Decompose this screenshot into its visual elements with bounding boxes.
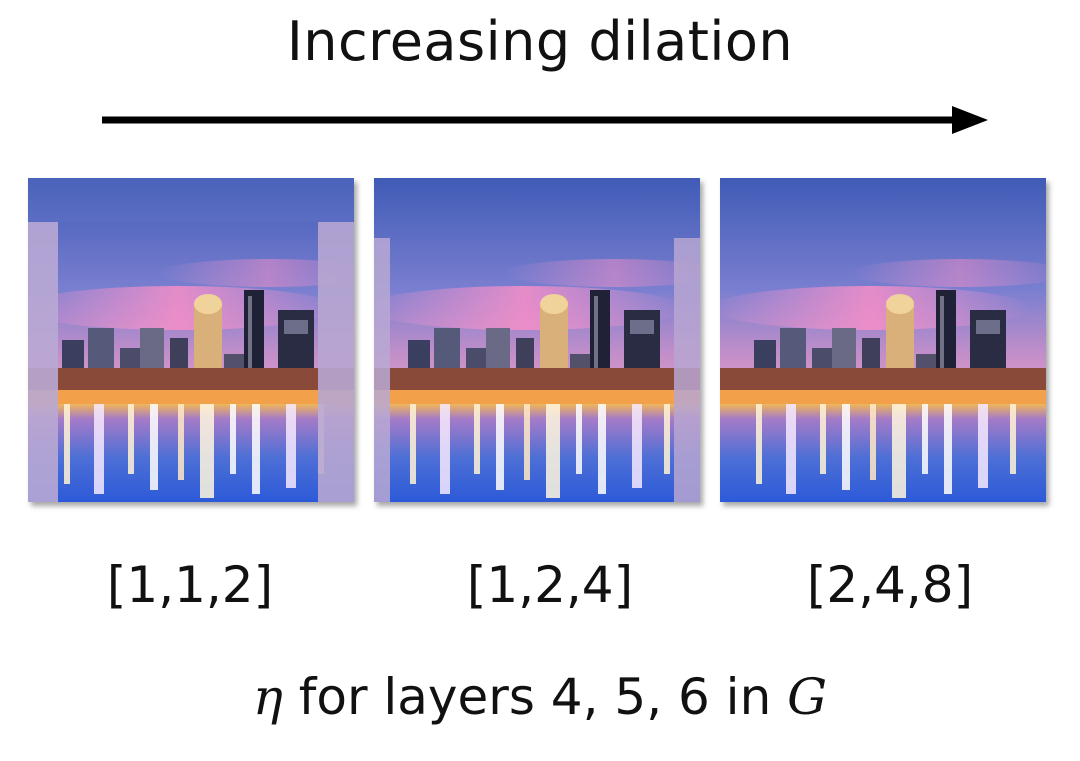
caption-text: for layers 4, 5, 6 in — [282, 668, 788, 726]
result-image-1 — [28, 178, 354, 502]
eta-label-3: [2,4,8] — [806, 556, 974, 614]
right-arrow-icon — [102, 106, 988, 134]
caption: η for layers 4, 5, 6 in G — [0, 668, 1080, 726]
eta-label-1: [1,1,2] — [106, 556, 274, 614]
eta-symbol: η — [252, 668, 283, 726]
diagram-title: Increasing dilation — [286, 10, 794, 73]
result-image-3 — [720, 178, 1046, 502]
result-image-2 — [374, 178, 700, 502]
g-symbol: G — [787, 668, 828, 726]
eta-label-2: [1,2,4] — [466, 556, 634, 614]
